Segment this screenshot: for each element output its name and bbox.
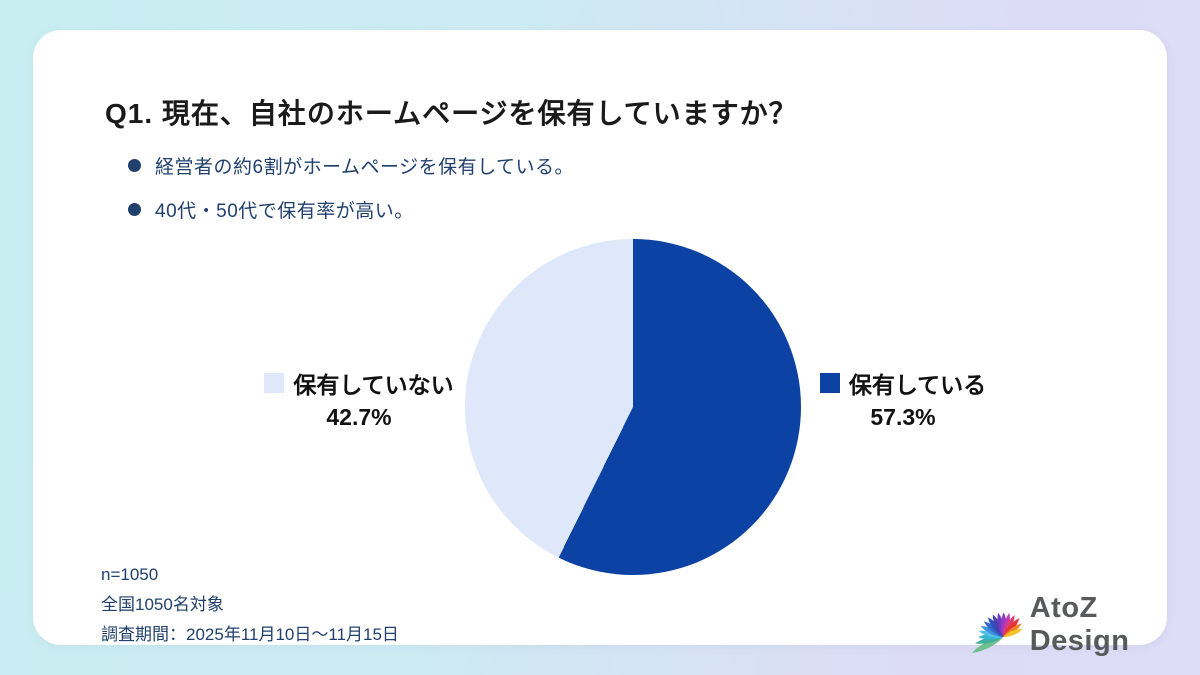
finding-item: 経営者の約6割がホームページを保有している。 [128,152,574,179]
bullet-icon [128,203,141,216]
legend-item-owned: 保有している 57.3% [817,366,989,431]
legend-swatch-yes [819,373,840,393]
legend-label-yes: 保有している [848,372,987,398]
legend-swatch-no [264,373,285,393]
legend-row: 保有している [817,366,989,400]
pie-chart [465,239,801,575]
legend-label-no: 保有していない [293,372,454,398]
finding-text: 40代・50代で保有率が高い。 [155,201,414,222]
logo: AtoZ Design [963,592,1167,658]
legend-value-no: 42.7% [326,404,392,430]
finding-text: 経営者の約6割がホームページを保有している。 [155,157,575,178]
infographic-card: Q1. 現在、自社のホームページを保有していますか？ 経営者の約6割がホームペー… [33,30,1167,657]
bullet-icon [128,159,141,172]
survey-notes: n=1050 全国1050名対象 調査期間：2025年11月10日〜11月15日 [101,560,399,650]
note-population: 全国1050名対象 [101,595,224,614]
logo-text: AtoZ Design [1029,592,1130,657]
note-sample-size: n=1050 [101,565,159,584]
question-title: Q1. 現在、自社のホームページを保有していますか？ [105,98,798,129]
legend-row: 保有していない [259,366,459,400]
legend-item-not-owned: 保有していない 42.7% [259,366,459,431]
atoz-logo-icon [971,612,1023,654]
key-findings: 経営者の約6割がホームページを保有している。 40代・50代で保有率が高い。 [128,152,574,240]
legend-value-yes: 57.3% [870,404,936,430]
finding-item: 40代・50代で保有率が高い。 [128,196,574,223]
note-period: 調査期間：2025年11月10日〜11月15日 [101,625,399,644]
